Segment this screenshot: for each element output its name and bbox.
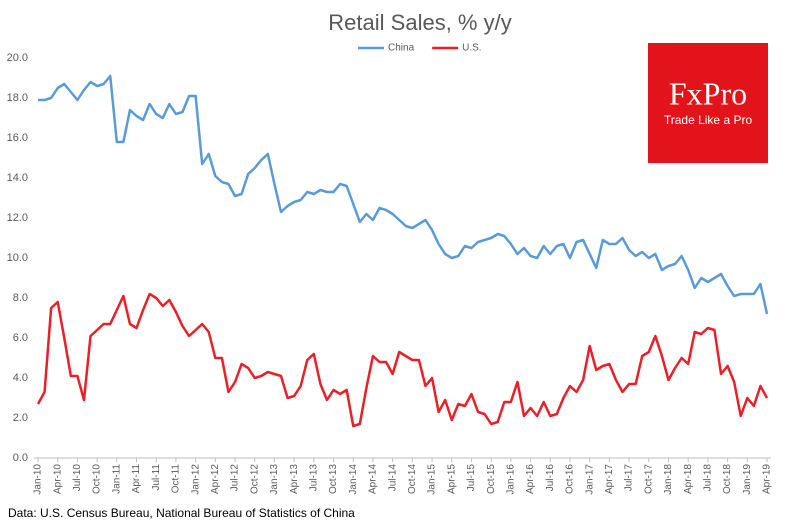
x-tick-label: Jul-18 [703, 464, 714, 492]
y-tick-label: 8.0 [13, 292, 28, 304]
x-tick-label: Apr-19 [762, 464, 773, 494]
source-note: Data: U.S. Census Bureau, National Burea… [8, 506, 355, 520]
line-series [38, 74, 769, 315]
x-tick-label: Jan-10 [33, 464, 44, 495]
x-tick-label: Jan-16 [506, 464, 517, 495]
x-tick-label: Oct-16 [565, 464, 576, 494]
x-tick-label: Apr-14 [368, 464, 379, 494]
x-tick-label: Jul-17 [624, 464, 635, 492]
x-tick-label: Jan-12 [190, 464, 201, 495]
x-tick-label: Jan-13 [269, 464, 280, 495]
y-tick-label: 10.0 [7, 252, 28, 264]
x-tick-label: Oct-18 [722, 464, 733, 494]
x-tick-label: Apr-12 [210, 464, 221, 494]
y-tick-label: 2.0 [13, 412, 28, 424]
x-tick-label: Oct-11 [171, 464, 182, 494]
x-tick-label: Jul-16 [545, 464, 556, 492]
legend-label: China [388, 43, 415, 54]
x-tick-label: Oct-12 [249, 464, 260, 494]
x-tick-label: Jul-12 [230, 464, 241, 492]
x-tick-label: Oct-17 [643, 464, 654, 494]
x-tick-label: Jan-18 [663, 464, 674, 495]
x-tick-label: Jan-15 [427, 464, 438, 495]
y-tick-label: 6.0 [13, 332, 28, 344]
x-tick-label: Oct-10 [92, 464, 103, 494]
y-tick-label: 16.0 [7, 132, 28, 144]
x-tick-label: Oct-13 [328, 464, 339, 494]
x-tick-label: Jul-13 [308, 464, 319, 492]
x-tick-label: Jan-19 [742, 464, 753, 495]
x-tick-label: Jul-15 [466, 464, 477, 492]
x-tick-label: Apr-17 [604, 464, 615, 494]
y-tick-label: 18.0 [7, 92, 28, 104]
logo-box [648, 43, 768, 163]
x-tick-label: Jan-11 [111, 464, 122, 494]
x-tick-label: Oct-15 [486, 464, 497, 494]
y-tick-label: 0.0 [13, 452, 28, 464]
y-tick-label: 14.0 [7, 172, 28, 184]
logo-brand: FxPro [669, 75, 747, 111]
x-tick-label: Oct-14 [407, 464, 418, 494]
line-series [36, 292, 769, 428]
x-tick-label: Jul-10 [72, 464, 83, 492]
x-tick-label: Jul-14 [387, 464, 398, 492]
x-tick-label: Apr-11 [131, 464, 142, 494]
x-tick-label: Apr-15 [446, 464, 457, 494]
logo-tagline: Trade Like a Pro [664, 113, 753, 127]
chart-title: Retail Sales, % y/y [328, 10, 511, 35]
x-tick-label: Apr-16 [525, 464, 536, 494]
y-tick-label: 20.0 [7, 52, 28, 64]
x-tick-label: Jan-14 [348, 464, 359, 495]
x-tick-label: Jan-17 [584, 464, 595, 495]
y-tick-label: 4.0 [13, 372, 28, 384]
x-tick-label: Jul-11 [151, 464, 162, 491]
x-tick-label: Apr-13 [289, 464, 300, 494]
legend-label: U.S. [462, 43, 481, 54]
x-tick-label: Apr-10 [52, 464, 63, 494]
y-tick-label: 12.0 [7, 212, 28, 224]
x-tick-label: Apr-18 [683, 464, 694, 494]
